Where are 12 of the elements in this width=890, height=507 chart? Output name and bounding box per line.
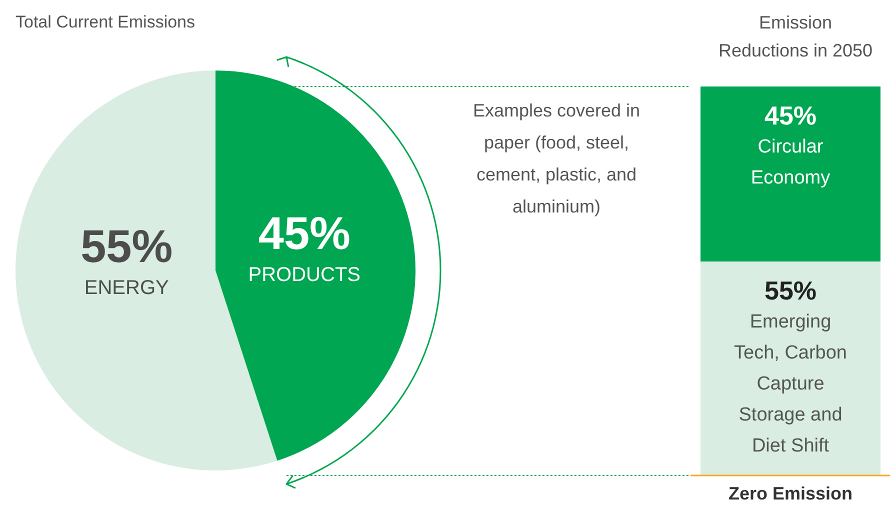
slice-label: ENERGY: [84, 276, 169, 299]
text: Examples covered in paper (food, steel, cement, plastic, and aluminium): [472, 100, 640, 216]
ref-line-label: Zero Emission: [728, 484, 853, 504]
chart-title: Total Current Emissions: [16, 12, 196, 32]
data-label: 45%: [764, 100, 817, 130]
data-label: 55%: [80, 220, 173, 272]
data-label: 55%: [764, 276, 817, 306]
series-label: Circular Economy: [750, 136, 831, 188]
series-label: Emerging Tech, Carbon Capture Storage and Diet Shift: [734, 312, 848, 457]
data-label: 45%: [258, 207, 350, 260]
slice-label: PRODUCTS: [248, 264, 361, 286]
chart-title: Emission Reductions in 2050: [718, 12, 873, 60]
